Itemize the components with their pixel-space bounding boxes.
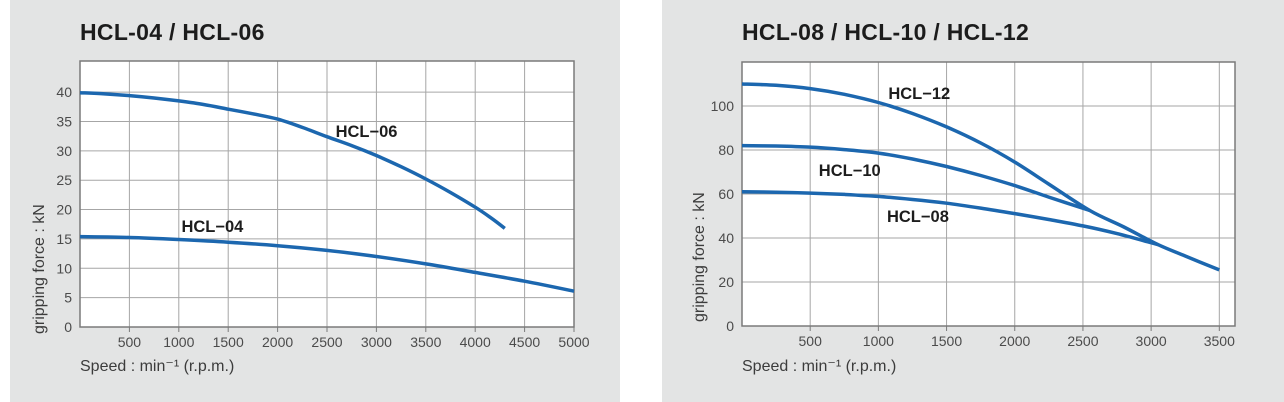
x-tick-label: 1000 (863, 333, 894, 349)
x-tick-label: 500 (799, 333, 823, 349)
y-tick-label: 80 (718, 142, 734, 158)
x-tick-label: 500 (118, 334, 142, 350)
y-tick-label: 20 (718, 274, 734, 290)
x-tick-label: 2000 (262, 334, 293, 350)
y-tick-label: 35 (56, 113, 72, 129)
x-tick-label: 3500 (1204, 333, 1235, 349)
series-label-hcl−10: HCL−10 (819, 162, 881, 180)
y-tick-label: 20 (56, 202, 72, 218)
y-tick-label: 40 (718, 230, 734, 246)
y-tick-label: 30 (56, 143, 72, 159)
x-tick-label: 1000 (163, 334, 194, 350)
x-tick-label: 2500 (1067, 333, 1098, 349)
x-tick-label: 2500 (311, 334, 342, 350)
chart-panel-hcl04-hcl06: HCL-04 / HCL-06 gripping force : kN HCL−… (10, 0, 620, 402)
chart-canvas-hcl04-hcl06: HCL−06 HCL−04 500 1000 1500 2000 2500 3000 3500 4… (10, 0, 620, 402)
series-label-hcl−04: HCL−04 (181, 218, 244, 236)
y-tick-label: 25 (56, 172, 72, 188)
y-tick-label: 0 (64, 319, 72, 335)
y-tick-label: 10 (56, 260, 72, 276)
x-tick-label: 3500 (410, 334, 441, 350)
y-tick-label: 40 (56, 84, 72, 100)
series-label-hcl−12: HCL−12 (888, 85, 950, 103)
x-tick-label: 1500 (931, 333, 962, 349)
y-tick-label: 60 (718, 186, 734, 202)
y-tick-label: 100 (711, 98, 735, 114)
chart-canvas-hcl08-hcl10-hcl12: HCL−12 HCL−10 HCL−08 500 1000 1500 2000 2500 300… (662, 0, 1284, 402)
series-line-hcl−08 (741, 190, 1159, 247)
x-tick-marks (809, 326, 1220, 331)
chart-title: HCL-04 / HCL-06 (80, 19, 265, 45)
x-tick-label: 5000 (558, 334, 589, 350)
series-line-hcl−04 (79, 234, 575, 293)
y-tick-label: 5 (64, 290, 72, 306)
series-line-hcl−06 (79, 90, 506, 230)
y-tick-label: 0 (726, 318, 734, 334)
x-axis-label: Speed : min⁻¹ (r.p.m.) (742, 358, 897, 375)
x-tick-label: 3000 (1136, 333, 1167, 349)
chart-svg: HCL−06 HCL−04 500 1000 1500 2000 2500 3000 3500 4… (56, 60, 590, 350)
series-line-hcl−12 (741, 82, 1220, 272)
x-tick-marks (128, 327, 575, 332)
y-tick-label: 15 (56, 231, 72, 247)
series-label-hcl−08: HCL−08 (887, 208, 949, 226)
gridlines (742, 62, 1235, 326)
x-tick-label: 4500 (509, 334, 540, 350)
x-tick-label: 3000 (361, 334, 392, 350)
x-tick-label: 2000 (999, 333, 1030, 349)
gridlines (80, 61, 575, 327)
x-tick-label: 4000 (460, 334, 491, 350)
chart-panel-hcl08-hcl10-hcl12: HCL-08 / HCL-10 / HCL-12 gripping force … (662, 0, 1284, 402)
series-line-hcl−10 (741, 143, 1091, 213)
chart-title: HCL-08 / HCL-10 / HCL-12 (742, 19, 1030, 45)
x-axis-label: Speed : min⁻¹ (r.p.m.) (80, 358, 235, 375)
series-label-hcl−06: HCL−06 (336, 123, 398, 141)
plot-border (741, 61, 1236, 327)
x-tick-label: 1500 (213, 334, 244, 350)
